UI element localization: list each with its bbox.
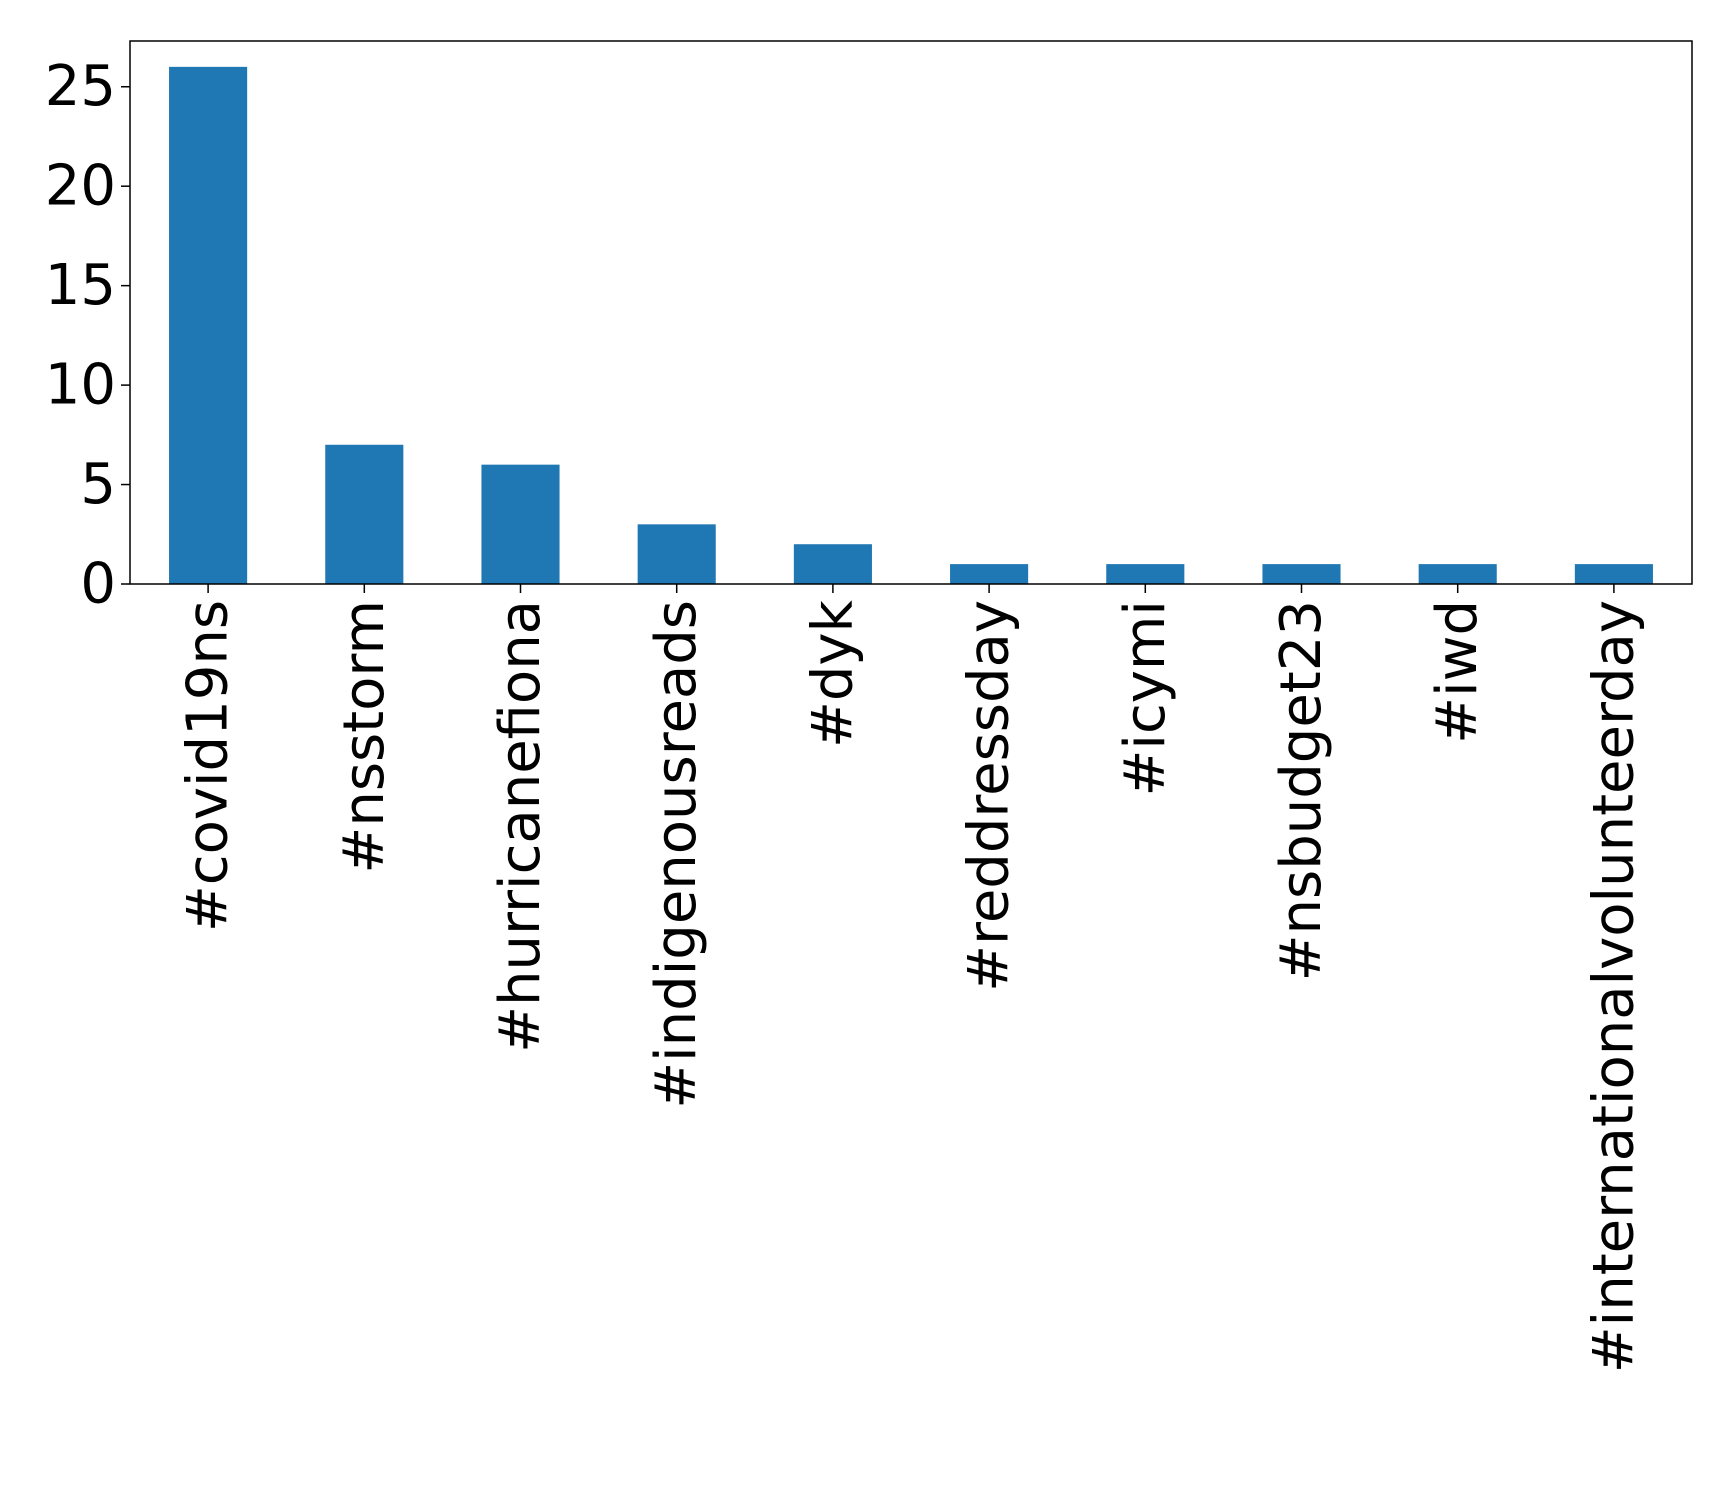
bar-hurricanefiona	[481, 464, 560, 584]
y-axis: 0 5 10 15 20 25	[45, 54, 130, 617]
y-tick-label: 25	[45, 54, 116, 119]
bar-iwd	[1418, 564, 1497, 584]
bar-indigenousreads	[637, 524, 716, 584]
x-tick-label: #internationalvolunteerday	[1581, 600, 1646, 1373]
bar-covid19ns	[169, 66, 248, 585]
bars-layer	[169, 66, 1653, 585]
x-tick-label: #dyk	[800, 599, 865, 748]
x-tick-label: #nsstorm	[332, 600, 397, 874]
x-tick-label: #nsbudget23	[1269, 600, 1334, 981]
bar-nsbudget23	[1262, 564, 1341, 584]
y-tick-label: 5	[80, 452, 116, 517]
y-tick-label: 20	[45, 154, 116, 219]
bar-internationalvolunteerday	[1574, 564, 1653, 584]
bar-dyk	[793, 544, 872, 584]
x-tick-label: #iwd	[1425, 600, 1490, 744]
x-tick-label: #hurricanefiona	[488, 600, 553, 1053]
x-axis: #covid19ns #nsstorm #hurricanefiona #indige…	[176, 584, 1646, 1373]
x-tick-label: #indigenousreads	[644, 600, 709, 1109]
x-tick-label: #reddressday	[957, 600, 1022, 992]
y-tick-label: 15	[45, 253, 116, 318]
bar-reddressday	[950, 564, 1029, 584]
plot-frame	[129, 40, 1693, 585]
bar-icymi	[1106, 564, 1185, 584]
y-tick-label: 0	[80, 552, 116, 617]
x-tick-label: #covid19ns	[176, 600, 241, 932]
bar-nsstorm	[325, 444, 404, 584]
x-tick-label: #icymi	[1113, 600, 1178, 797]
y-tick-label: 10	[45, 353, 116, 418]
